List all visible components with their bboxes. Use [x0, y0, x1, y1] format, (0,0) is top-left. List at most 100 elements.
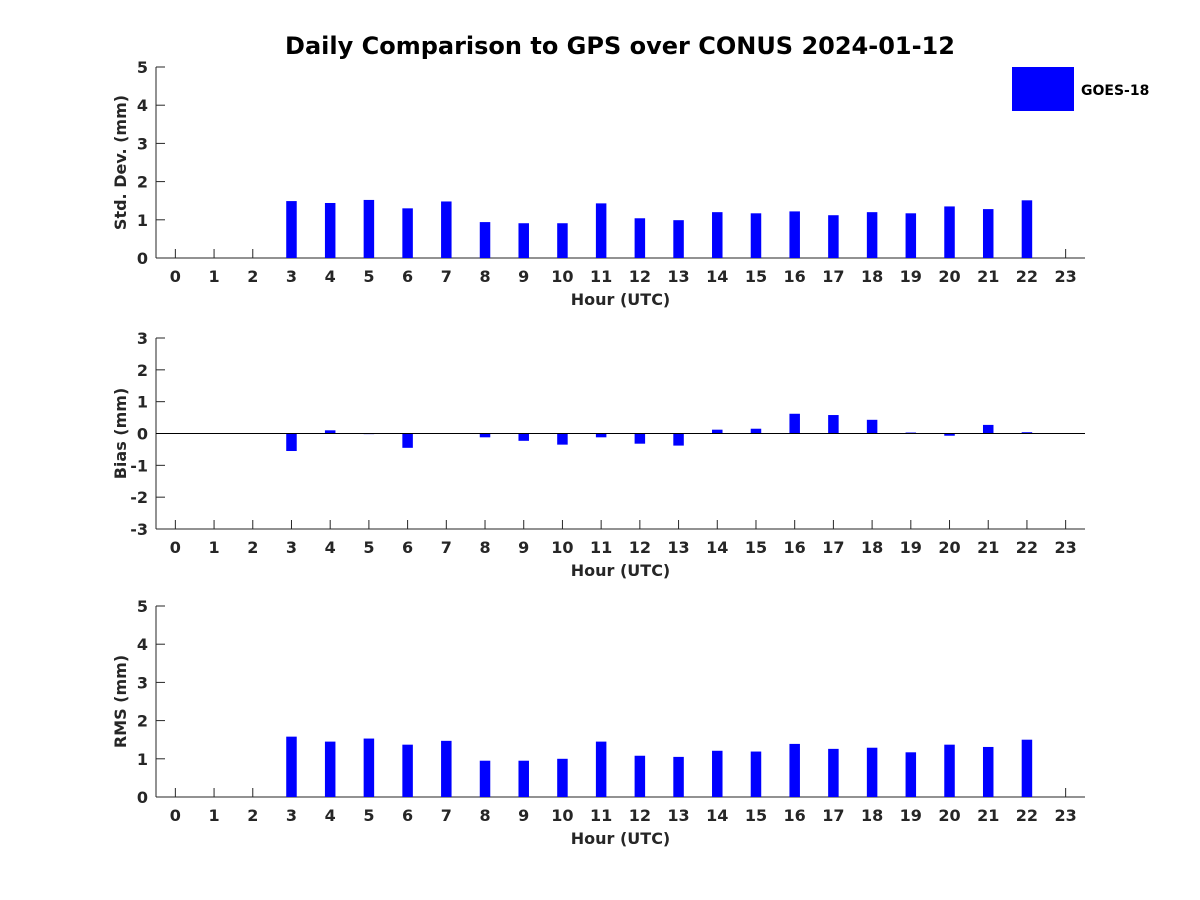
- x-tick-label: 17: [822, 538, 844, 557]
- bar: [750, 428, 762, 434]
- x-tick-label: 22: [1016, 538, 1038, 557]
- x-tick-label: 4: [325, 538, 336, 557]
- x-tick-label: 19: [900, 267, 922, 286]
- x-tick-label: 23: [1055, 267, 1077, 286]
- bar: [828, 748, 839, 797]
- bar: [866, 419, 878, 434]
- bar: [363, 738, 375, 797]
- bar: [750, 751, 762, 797]
- y-tick-label: -3: [130, 520, 148, 539]
- x-tick-label: 15: [745, 538, 767, 557]
- bar: [634, 433, 646, 444]
- x-tick-label: 19: [900, 806, 922, 825]
- y-axis-label: Std. Dev. (mm): [111, 95, 130, 230]
- x-tick-label: 11: [590, 267, 612, 286]
- x-tick-label: 18: [861, 267, 883, 286]
- x-tick-label: 18: [861, 806, 883, 825]
- x-axis-label: Hour (UTC): [571, 561, 671, 580]
- x-tick-label: 7: [441, 806, 452, 825]
- bar: [634, 755, 646, 797]
- y-tick-label: 4: [137, 635, 148, 654]
- x-tick-label: 14: [706, 538, 728, 557]
- x-tick-label: 16: [784, 267, 806, 286]
- bar: [557, 433, 568, 445]
- bar: [595, 741, 607, 797]
- bar: [712, 212, 723, 258]
- y-tick-label: 2: [137, 712, 148, 731]
- x-tick-label: 7: [441, 538, 452, 557]
- bar: [324, 741, 336, 797]
- x-tick-label: 0: [170, 806, 181, 825]
- x-tick-label: 1: [208, 806, 219, 825]
- bar: [712, 429, 723, 434]
- x-tick-label: 21: [977, 806, 999, 825]
- x-tick-label: 18: [861, 538, 883, 557]
- x-tick-label: 2: [247, 267, 258, 286]
- bar: [944, 433, 955, 436]
- bar: [518, 433, 529, 441]
- bar: [982, 424, 994, 434]
- x-tick-label: 1: [208, 267, 219, 286]
- y-tick-label: 3: [137, 134, 148, 153]
- x-tick-label: 15: [745, 806, 767, 825]
- x-tick-label: 9: [518, 538, 529, 557]
- x-tick-label: 13: [667, 538, 689, 557]
- bar: [673, 433, 684, 446]
- bar: [828, 415, 839, 434]
- x-axis-label: Hour (UTC): [571, 290, 671, 309]
- x-tick-label: 15: [745, 267, 767, 286]
- x-axis-label: Hour (UTC): [571, 829, 671, 848]
- bar: [402, 433, 413, 448]
- bar: [286, 736, 297, 797]
- y-tick-label: 1: [137, 393, 148, 412]
- bar: [1021, 739, 1033, 797]
- y-tick-label: -2: [130, 488, 148, 507]
- x-tick-label: 5: [363, 267, 374, 286]
- x-tick-label: 13: [667, 267, 689, 286]
- x-tick-label: 8: [479, 538, 490, 557]
- x-tick-label: 6: [402, 538, 413, 557]
- legend-label: GOES-18: [1081, 83, 1149, 99]
- x-tick-label: 12: [629, 806, 651, 825]
- x-tick-label: 4: [325, 267, 336, 286]
- x-tick-label: 9: [518, 806, 529, 825]
- y-tick-label: 3: [137, 329, 148, 348]
- x-tick-label: 1: [208, 538, 219, 557]
- x-tick-label: 21: [977, 267, 999, 286]
- x-tick-label: 4: [325, 806, 336, 825]
- bar: [595, 433, 607, 438]
- x-tick-label: 23: [1055, 806, 1077, 825]
- x-tick-label: 20: [938, 538, 960, 557]
- x-tick-label: 21: [977, 538, 999, 557]
- x-tick-label: 16: [784, 806, 806, 825]
- x-tick-label: 2: [247, 538, 258, 557]
- bar: [479, 222, 491, 258]
- chart-title: Daily Comparison to GPS over CONUS 2024-…: [285, 32, 955, 60]
- x-tick-label: 6: [402, 267, 413, 286]
- x-tick-label: 17: [822, 267, 844, 286]
- bar: [324, 430, 336, 434]
- x-tick-label: 11: [590, 538, 612, 557]
- x-tick-label: 10: [551, 538, 573, 557]
- bar: [944, 744, 955, 797]
- legend-swatch: [1012, 67, 1074, 111]
- x-tick-label: 3: [286, 806, 297, 825]
- y-tick-label: 2: [137, 361, 148, 380]
- y-tick-label: 5: [137, 58, 148, 77]
- x-tick-label: 6: [402, 806, 413, 825]
- y-tick-label: 1: [137, 750, 148, 769]
- y-axis-label: RMS (mm): [111, 655, 130, 748]
- x-tick-label: 14: [706, 806, 728, 825]
- bar: [402, 744, 413, 797]
- bar: [905, 213, 917, 258]
- bar: [557, 758, 568, 797]
- bar: [982, 209, 994, 258]
- bar: [441, 740, 452, 797]
- x-tick-label: 20: [938, 806, 960, 825]
- legend: GOES-18: [1012, 67, 1149, 111]
- bar: [944, 206, 955, 258]
- x-tick-label: 20: [938, 267, 960, 286]
